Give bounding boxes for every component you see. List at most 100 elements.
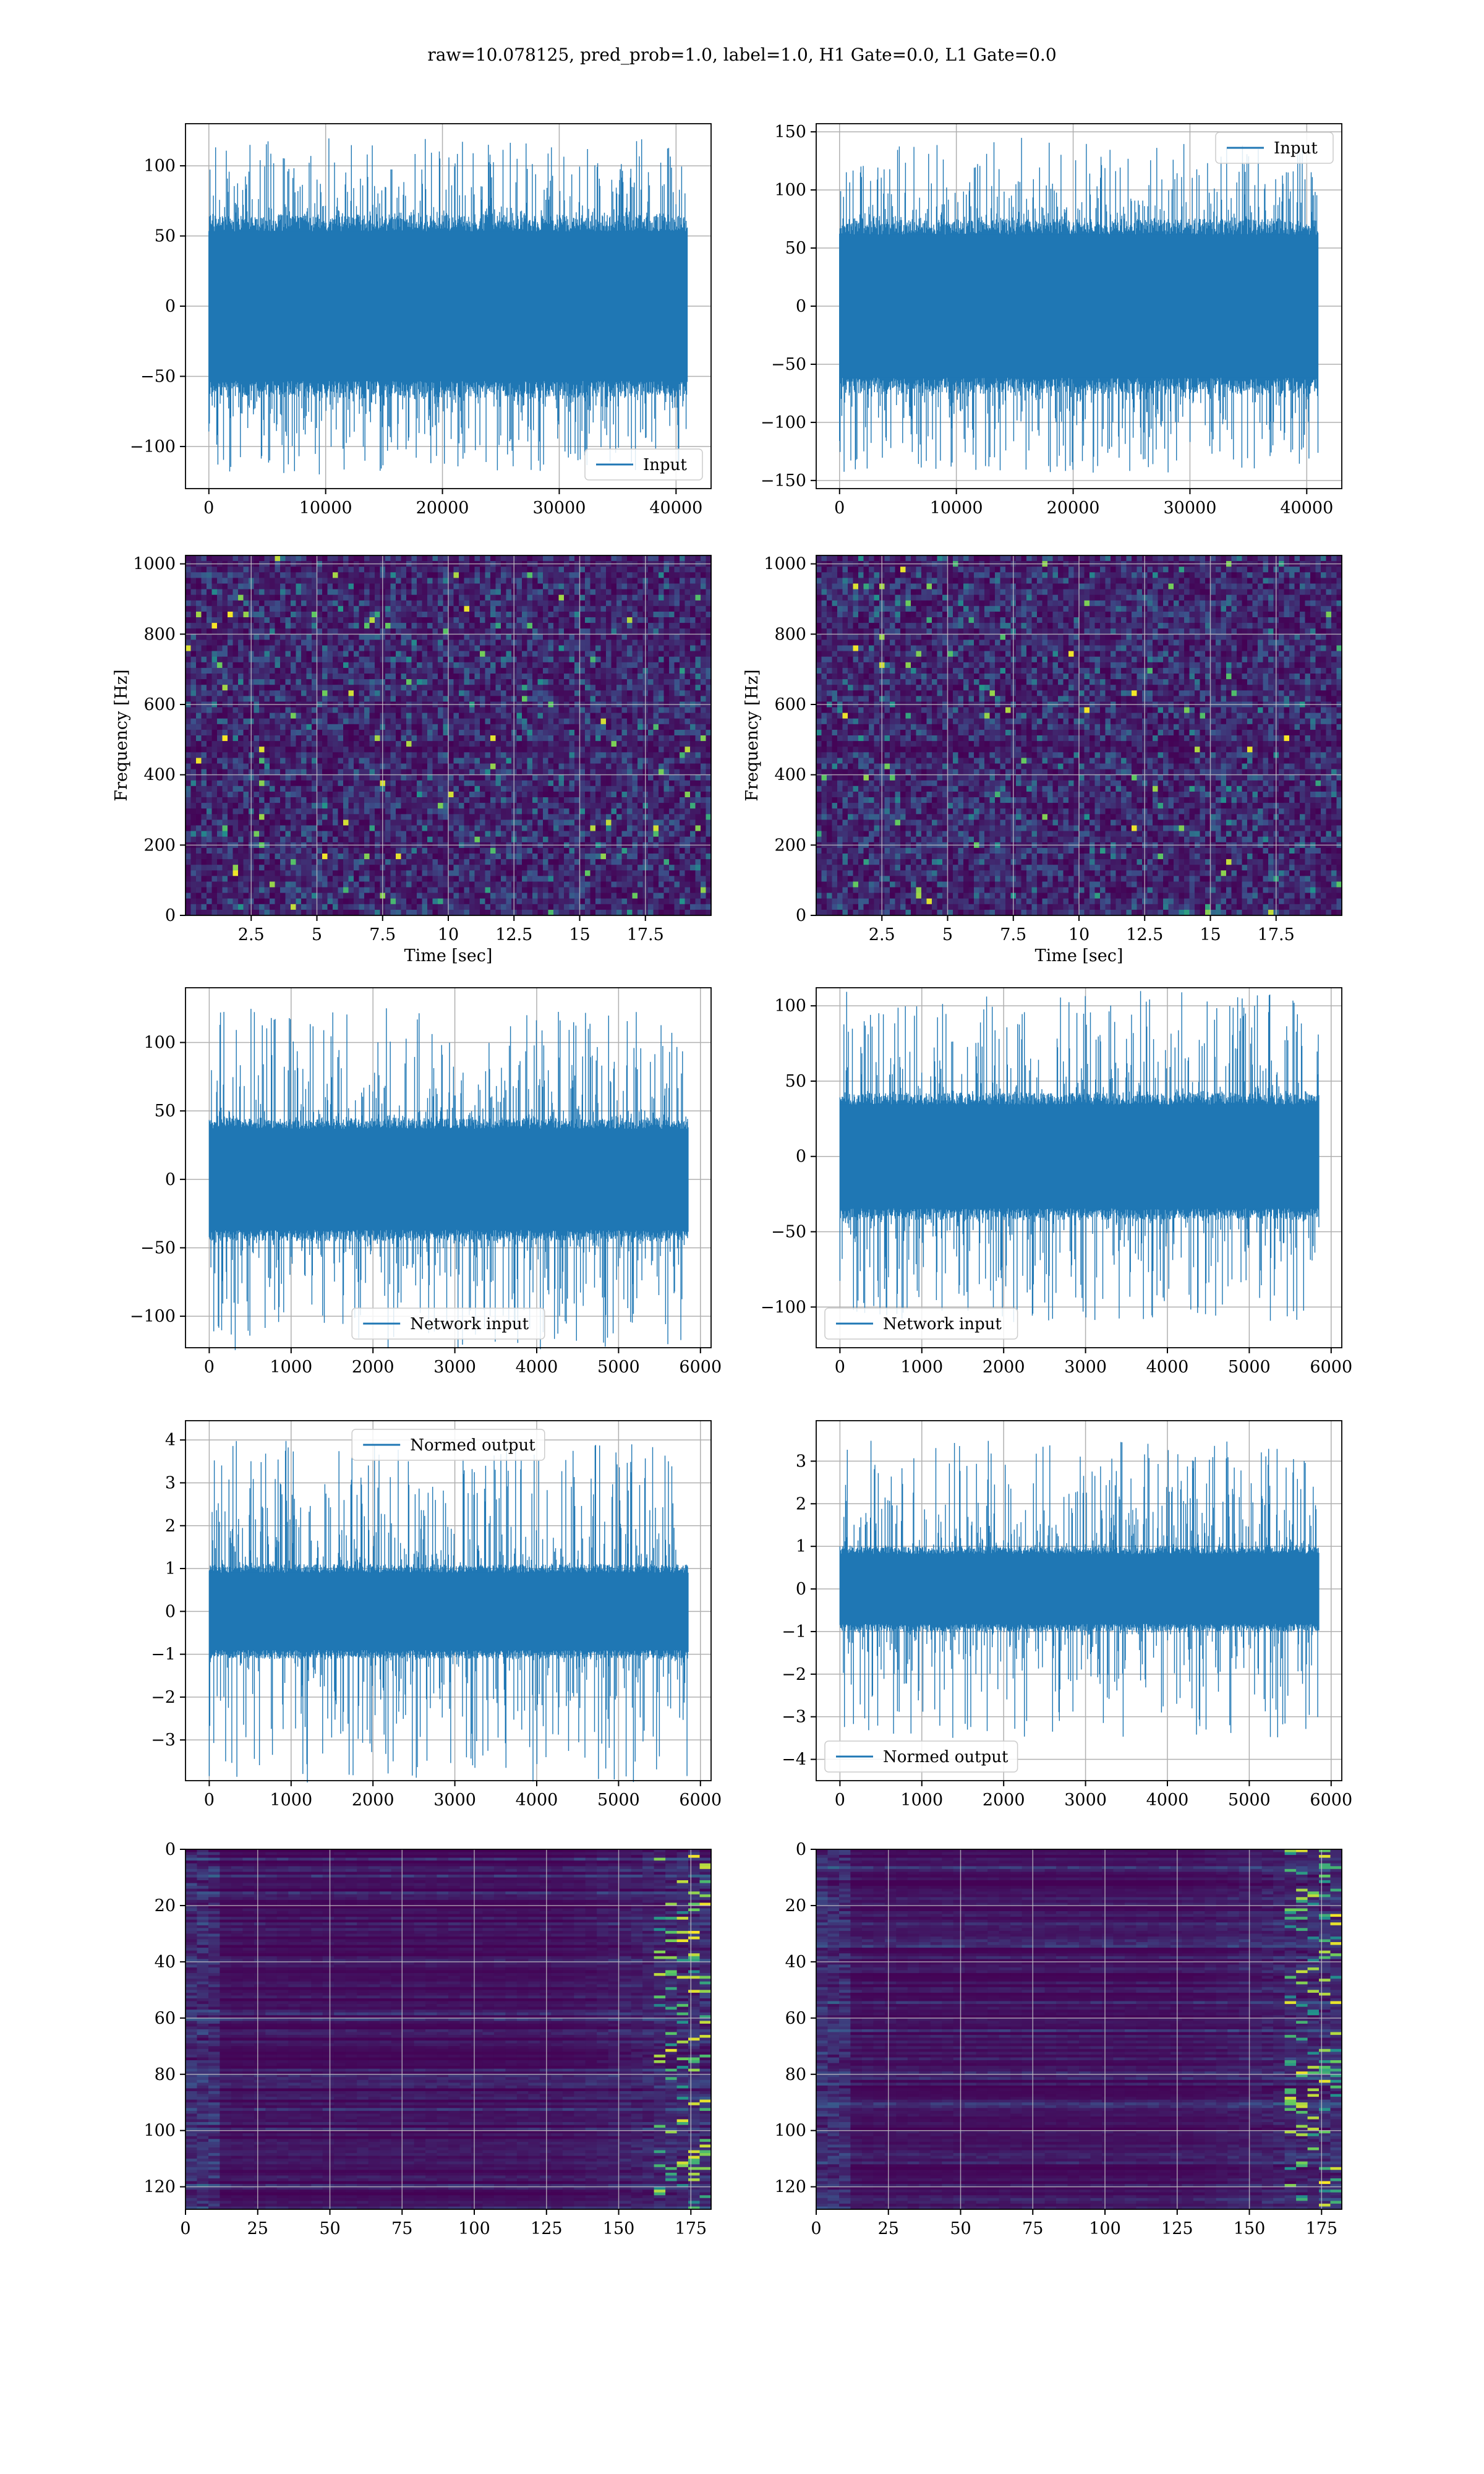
h1-spectrogram-cell xyxy=(564,567,569,573)
h1-spectrogram-cell xyxy=(233,820,239,826)
h1-spectrogram-cell xyxy=(538,735,544,742)
h1-spectrogram-cell xyxy=(333,797,338,803)
h1-spectrogram-cell xyxy=(228,764,233,770)
h1-spectrogram-cell xyxy=(406,786,412,792)
h1-spectrogram-cell xyxy=(612,657,617,663)
h1-spectrogram-cell xyxy=(212,735,218,742)
h1-spectrogram-cell xyxy=(228,617,233,623)
h1-spectrogram-cell xyxy=(349,696,354,702)
h1-spectrogram-cell xyxy=(191,808,197,815)
h1-spectrogram-cell xyxy=(207,797,212,803)
h1-spectrogram-cell xyxy=(354,781,359,787)
h1-spectrogram-cell xyxy=(438,713,443,719)
h1-spectrogram-cell xyxy=(202,612,207,618)
h1-spectrogram-cell xyxy=(338,803,344,809)
h1-spectrogram-cell xyxy=(501,640,506,646)
h1-spectrogram-cell xyxy=(591,572,596,578)
h1-spectrogram-cell xyxy=(680,617,685,623)
h1-spectrogram-cell xyxy=(217,814,223,820)
h1-spectrogram-cell xyxy=(591,803,596,809)
h1-spectrogram-cell xyxy=(375,690,380,696)
h1-spectrogram-cell xyxy=(207,674,212,680)
h1-spectrogram-cell xyxy=(532,769,538,776)
h1-spectrogram-cell xyxy=(627,623,633,629)
h1-spectrogram-cell xyxy=(553,584,559,590)
h1-spectrogram-cell xyxy=(580,764,586,770)
h1-spectrogram-cell xyxy=(559,646,565,652)
h1-spectrogram-cell xyxy=(385,803,391,809)
h1-spectrogram-cell xyxy=(238,826,244,832)
h1-spectrogram-cell xyxy=(322,826,328,832)
h1-spectrogram-cell xyxy=(328,696,333,702)
h1-spectrogram-cell xyxy=(244,719,249,725)
h1-spectrogram-cell xyxy=(196,758,202,764)
h1-spectrogram-cell xyxy=(664,685,670,691)
h1-spectrogram-cell xyxy=(680,640,685,646)
h1-spectrogram-cell xyxy=(448,826,454,832)
h1-spectrogram-cell xyxy=(207,589,212,596)
h1-spectrogram-cell xyxy=(322,814,328,820)
h1-spectrogram-cell xyxy=(459,690,464,696)
h1-spectrogram-cell xyxy=(448,584,454,590)
h1-spectrogram-cell xyxy=(475,696,480,702)
h1-spectrogram-cell xyxy=(270,758,275,764)
h1-spectrogram-cell xyxy=(638,724,643,730)
h1-spectrogram-cell xyxy=(475,640,480,646)
h1-spectrogram-cell xyxy=(564,685,569,691)
h1-spectrogram-cell xyxy=(696,741,701,747)
h1-spectrogram-cell xyxy=(401,679,407,685)
h1-spectrogram-cell xyxy=(548,572,554,578)
h1-spectrogram-cell xyxy=(312,735,317,742)
h1-spectrogram-cell xyxy=(438,606,443,612)
h1-spectrogram-cell xyxy=(490,572,496,578)
h1-spectrogram-cell xyxy=(412,578,417,584)
h1-spectrogram-cell xyxy=(548,786,554,792)
h1-spectrogram-cell xyxy=(307,724,312,730)
h1-spectrogram-cell xyxy=(275,606,281,612)
h1-spectrogram-cell xyxy=(312,668,317,674)
h1-spectrogram-cell xyxy=(490,735,496,742)
h1-spectrogram-cell xyxy=(312,758,317,764)
h1-spectrogram-cell xyxy=(412,775,417,781)
h1-spectrogram-cell xyxy=(591,735,596,742)
h1-spectrogram-cell xyxy=(212,612,218,618)
h1-spectrogram-cell xyxy=(659,584,664,590)
h1-spectrogram-cell xyxy=(417,730,422,736)
h1-spectrogram-cell xyxy=(601,741,607,747)
h1-spectrogram-cell xyxy=(659,578,664,584)
h1-spectrogram-cell xyxy=(375,679,380,685)
h1-spectrogram-cell xyxy=(616,741,622,747)
h1-spectrogram-cell xyxy=(312,752,317,758)
h1-spectrogram-cell xyxy=(616,668,622,674)
h1-spectrogram-cell xyxy=(543,769,548,776)
h1-spectrogram-cell xyxy=(591,826,596,832)
h1-spectrogram-cell xyxy=(270,719,275,725)
h1-spectrogram-cell xyxy=(522,758,527,764)
h1-spectrogram-cell xyxy=(333,719,338,725)
h1-spectrogram-cell xyxy=(696,685,701,691)
h1-spectrogram-cell xyxy=(238,758,244,764)
h1-spectrogram-cell xyxy=(595,724,601,730)
h1-spectrogram-cell xyxy=(406,781,412,787)
h1-spectrogram-cell xyxy=(228,646,233,652)
h1-spectrogram-cell xyxy=(564,735,569,742)
h1-spectrogram-cell xyxy=(349,617,354,623)
h1-spectrogram-cell xyxy=(406,747,412,753)
h1-spectrogram-cell xyxy=(701,572,706,578)
h1-spectrogram-cell xyxy=(370,567,375,573)
h1-spectrogram-cell xyxy=(401,758,407,764)
h1-spectrogram-cell xyxy=(238,668,244,674)
h1-spectrogram-cell xyxy=(322,634,328,640)
h1-input-legend: Input xyxy=(585,449,702,480)
h1-spectrogram-cell xyxy=(480,572,485,578)
h1-spectrogram-cell xyxy=(485,662,491,669)
h1-spectrogram-cell xyxy=(490,814,496,820)
h1-spectrogram-cell xyxy=(480,696,485,702)
h1-spectrogram-cell xyxy=(654,775,659,781)
h1-spectrogram-cell xyxy=(238,769,244,776)
h1-spectrogram-cell xyxy=(202,657,207,663)
h1-spectrogram-cell xyxy=(501,708,506,714)
h1-spectrogram-cell xyxy=(401,601,407,607)
h1-spectrogram-cell xyxy=(664,674,670,680)
h1-spectrogram-cell xyxy=(238,584,244,590)
